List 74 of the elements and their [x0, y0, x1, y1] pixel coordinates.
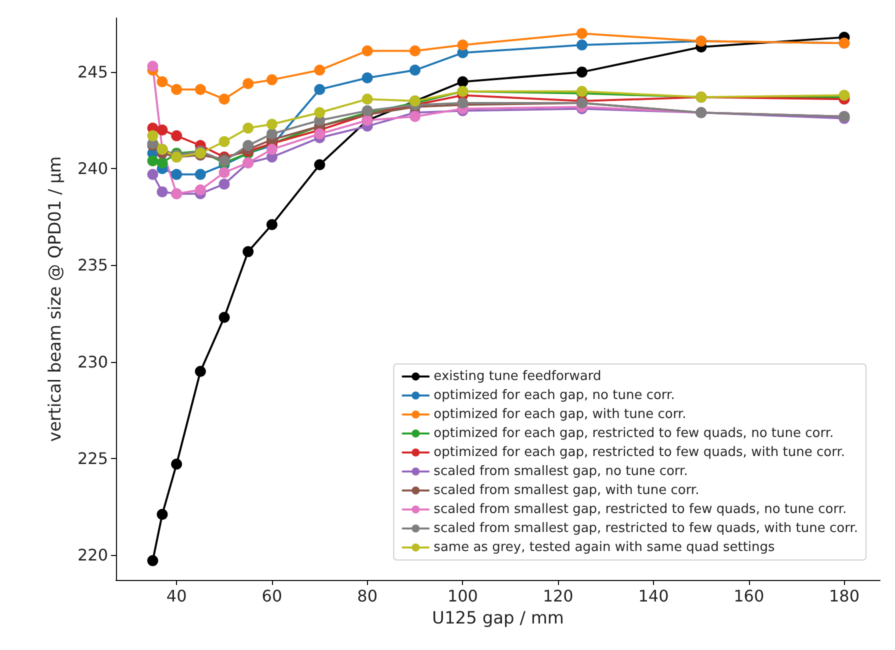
- point: [576, 66, 588, 78]
- legend-label: existing tune feedforward: [434, 369, 602, 384]
- x-tick-label: 100: [447, 586, 478, 606]
- point: [410, 45, 421, 56]
- y-tick-label: 225: [77, 448, 108, 468]
- point: [410, 110, 421, 122]
- point: [194, 168, 206, 180]
- point: [362, 72, 373, 84]
- point: [242, 122, 254, 134]
- point: [362, 94, 373, 105]
- point: [242, 78, 254, 90]
- y-tick-label: 245: [77, 62, 108, 82]
- x-tick-label: 180: [828, 586, 860, 606]
- point: [194, 84, 206, 95]
- point: [156, 124, 168, 136]
- point: [218, 94, 230, 105]
- x-tick-label: 40: [166, 586, 187, 606]
- x-tick-label: 160: [734, 586, 764, 606]
- legend-label: scaled from smallest gap, with tune corr.: [434, 483, 700, 498]
- x-tick-label: 140: [638, 586, 669, 606]
- point: [266, 128, 278, 140]
- point: [362, 45, 373, 56]
- point: [314, 84, 326, 95]
- point: [171, 84, 182, 95]
- legend-label: scaled from smallest gap, restricted to few quads, no tune corr.: [434, 502, 847, 517]
- legend-label: optimized for each gap, restricted to few quads, no tune corr.: [434, 426, 834, 441]
- point: [156, 157, 168, 168]
- legend-label: same as grey, tested again with same quad settings: [434, 540, 776, 555]
- point: [147, 168, 158, 180]
- y-tick-label: 240: [77, 159, 108, 178]
- point: [147, 130, 158, 142]
- x-tick-label: 60: [262, 586, 282, 606]
- point: [194, 366, 206, 377]
- legend-label: scaled from smallest gap, no tune corr.: [434, 464, 688, 479]
- point: [410, 64, 421, 76]
- point: [314, 159, 326, 170]
- point: [218, 312, 230, 323]
- point: [156, 508, 168, 520]
- point: [147, 555, 158, 566]
- legend-label: scaled from smallest gap, restricted to few quads, with tune corr.: [434, 521, 858, 536]
- point: [218, 136, 230, 148]
- point: [457, 40, 468, 51]
- point: [171, 458, 182, 470]
- x-tick-label: 80: [357, 586, 378, 606]
- legend-label: optimized for each gap, restricted to few quads, with tune corr.: [434, 445, 845, 460]
- point: [218, 178, 230, 190]
- y-tick-label: 220: [77, 545, 108, 564]
- point: [156, 76, 168, 88]
- point: [576, 28, 588, 39]
- y-axis-title: vertical beam size @ QPD01 / µm: [46, 156, 66, 442]
- y-tick-label: 235: [77, 256, 108, 275]
- point: [266, 118, 278, 130]
- point: [194, 184, 206, 196]
- point: [218, 167, 230, 178]
- point: [314, 107, 326, 118]
- point: [242, 246, 254, 258]
- point: [266, 74, 278, 86]
- point: [171, 130, 182, 142]
- point: [266, 144, 278, 155]
- x-axis-title: U125 gap / mm: [432, 608, 564, 628]
- point: [147, 60, 158, 72]
- y-tick-label: 230: [77, 352, 108, 372]
- point: [266, 219, 278, 230]
- point: [314, 64, 326, 76]
- legend-label: optimized for each gap, with tune corr.: [434, 407, 686, 422]
- point: [576, 40, 588, 51]
- legend-label: optimized for each gap, no tune corr.: [434, 388, 675, 403]
- point: [147, 155, 158, 166]
- x-tick-label: 120: [542, 586, 574, 606]
- point: [457, 76, 468, 88]
- point: [156, 186, 168, 198]
- point: [242, 140, 254, 151]
- point: [171, 168, 182, 180]
- point: [314, 128, 326, 140]
